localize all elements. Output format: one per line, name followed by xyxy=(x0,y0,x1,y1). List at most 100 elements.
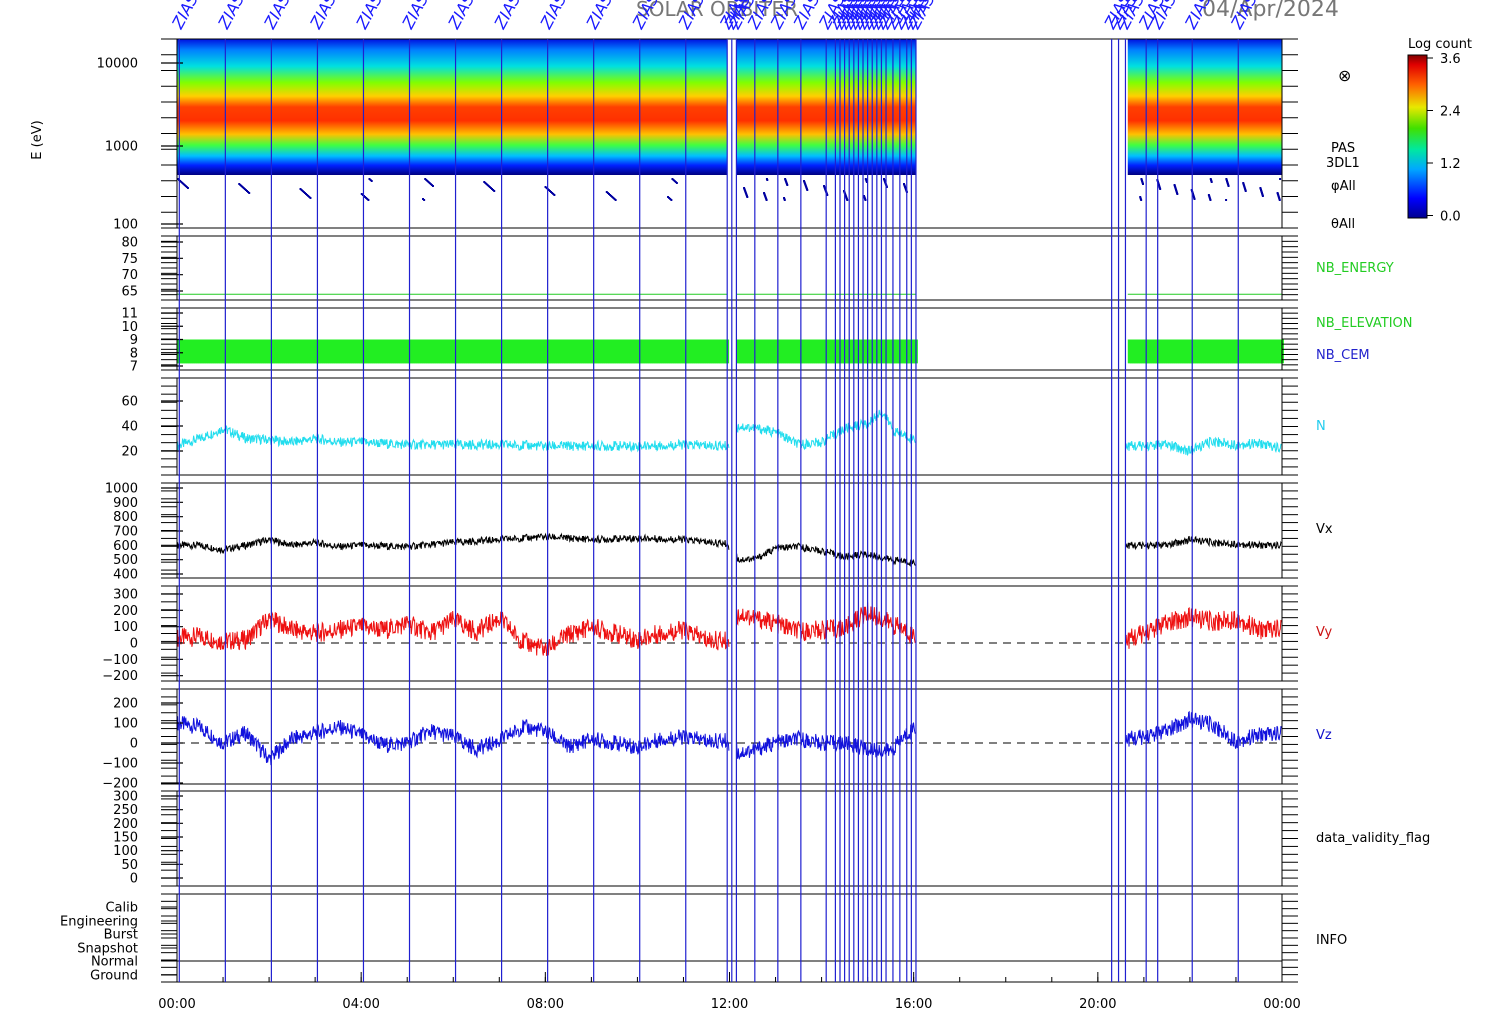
panel-frame-vz xyxy=(176,688,1283,785)
series-vy xyxy=(176,602,1282,657)
xtick-label: 12:00 xyxy=(711,997,748,1012)
ytick-vy: 100 xyxy=(113,620,138,635)
ytick-vy: −200 xyxy=(102,669,138,684)
marker-label: ZIAS xyxy=(582,0,617,33)
marker-label: ZIAS xyxy=(398,0,433,33)
xtick-label: 04:00 xyxy=(342,997,379,1012)
marker-label: ZIAS xyxy=(260,0,295,33)
energy-spectrogram xyxy=(177,39,1282,201)
ytick-dens: 40 xyxy=(121,420,138,435)
ytick-valid: 150 xyxy=(113,831,138,846)
colorbar-title: Log count xyxy=(1408,37,1472,52)
ytick-vx: 500 xyxy=(113,553,138,568)
ytick-valid: 300 xyxy=(113,790,138,805)
date-title: 04/Apr/2024 xyxy=(1202,0,1339,22)
info-label: INFO xyxy=(1316,933,1347,948)
ytick-vz: 100 xyxy=(113,717,138,732)
marker-label: ZIAS xyxy=(490,0,525,33)
spectrogram-label-theta: θAll xyxy=(1331,217,1355,232)
ytick-spec: 100 xyxy=(113,218,138,233)
ytick-vy: 0 xyxy=(130,637,138,652)
ytick-energy: 75 xyxy=(121,252,138,267)
density-label: N xyxy=(1316,419,1326,434)
ytick-spec: 10000 xyxy=(97,57,138,72)
nb-elevation-label: NB_ELEVATION xyxy=(1316,316,1413,331)
ytick-valid: 200 xyxy=(113,817,138,832)
nb-energy-label: NB_ENERGY xyxy=(1316,261,1394,276)
ytick-energy: 80 xyxy=(121,236,138,251)
ytick-vx: 800 xyxy=(113,510,138,525)
xtick-label: 20:00 xyxy=(1079,997,1116,1012)
spectrogram-band-0 xyxy=(177,39,728,175)
spectrogram-label-pas: PAS xyxy=(1331,141,1355,156)
marker-label: ZIAS xyxy=(168,0,203,33)
ytick-valid: 250 xyxy=(113,803,138,818)
spectrogram-ylabel: E (eV) xyxy=(30,120,45,159)
marker-label: ZIAS xyxy=(352,0,387,33)
ytick-vy: 200 xyxy=(113,604,138,619)
ytick-valid: 0 xyxy=(130,872,138,887)
marker-label: ZIAS xyxy=(536,0,571,33)
ytick-vx: 900 xyxy=(113,496,138,511)
ytick-spec: 1000 xyxy=(105,140,138,155)
panel-frame-valid xyxy=(176,790,1283,887)
info-level: Engineering xyxy=(60,915,138,930)
info-level: Calib xyxy=(105,901,138,916)
xtick-label: 00:00 xyxy=(158,997,195,1012)
panel-frames xyxy=(161,38,1298,983)
spectrogram-label-phi: φAll xyxy=(1331,179,1356,194)
series-n xyxy=(176,409,1282,457)
xtick-label: 16:00 xyxy=(895,997,932,1012)
panel-frame-info xyxy=(176,893,1283,983)
info-level: Burst xyxy=(104,928,138,943)
panel-frame-dens xyxy=(176,377,1283,476)
info-level: Normal xyxy=(91,955,138,970)
spectrogram-band-2 xyxy=(1127,39,1282,175)
colorbar-tick: 3.6 xyxy=(1440,52,1461,67)
ytick-valid: 50 xyxy=(121,858,138,873)
spectrogram-symbol: ⊗ xyxy=(1338,66,1351,85)
xtick-label: 08:00 xyxy=(527,997,564,1012)
ytick-dens: 20 xyxy=(121,445,138,460)
colorbar xyxy=(1407,54,1428,219)
panel-frame-vx xyxy=(176,482,1283,579)
marker-label: ZIAS xyxy=(444,0,479,33)
ytick-vy: −100 xyxy=(102,653,138,668)
ytick-elev: 9 xyxy=(130,333,138,348)
ytick-elev: 11 xyxy=(121,307,138,322)
info-level: Snapshot xyxy=(77,942,138,957)
panel-frame-energy xyxy=(176,235,1283,301)
series-vx xyxy=(176,532,1282,567)
marker-label: ZIAS xyxy=(306,0,341,33)
ytick-energy: 70 xyxy=(121,268,138,283)
colorbar-tick: 1.2 xyxy=(1440,157,1461,172)
colorbar-tick: 2.4 xyxy=(1440,105,1461,120)
ytick-energy: 65 xyxy=(121,285,138,300)
ytick-elev: 10 xyxy=(121,320,138,335)
nb-cem-label: NB_CEM xyxy=(1316,348,1370,363)
axis-labels: 1000010001008075706511109876040201000900… xyxy=(60,57,1301,1013)
spectrogram-label-3dl1: 3DL1 xyxy=(1326,156,1360,171)
ytick-vx: 700 xyxy=(113,525,138,540)
ytick-vx: 600 xyxy=(113,539,138,554)
validity-label: data_validity_flag xyxy=(1316,831,1430,846)
ytick-vy: 300 xyxy=(113,588,138,603)
colorbar-ticks: 3.6 2.4 1.2 0.0 xyxy=(1427,52,1461,225)
vx-label: Vx xyxy=(1316,522,1333,537)
xtick-label: 00:00 xyxy=(1263,997,1300,1012)
ytick-valid: 100 xyxy=(113,844,138,859)
ytick-elev: 7 xyxy=(130,360,138,375)
ytick-vz: 0 xyxy=(130,737,138,752)
marker-label: ZIAS xyxy=(214,0,249,33)
ytick-vx: 1000 xyxy=(105,482,138,497)
vy-label: Vy xyxy=(1316,625,1333,640)
data-traces xyxy=(176,293,1284,962)
ytick-vz: −100 xyxy=(102,757,138,772)
ytick-vz: 200 xyxy=(113,697,138,712)
ytick-dens: 60 xyxy=(121,395,138,410)
spacecraft-title: SOLAR ORBITER xyxy=(636,0,798,21)
ytick-elev: 8 xyxy=(130,346,138,361)
colorbar-tick: 0.0 xyxy=(1440,210,1461,225)
ytick-vx: 400 xyxy=(113,568,138,583)
